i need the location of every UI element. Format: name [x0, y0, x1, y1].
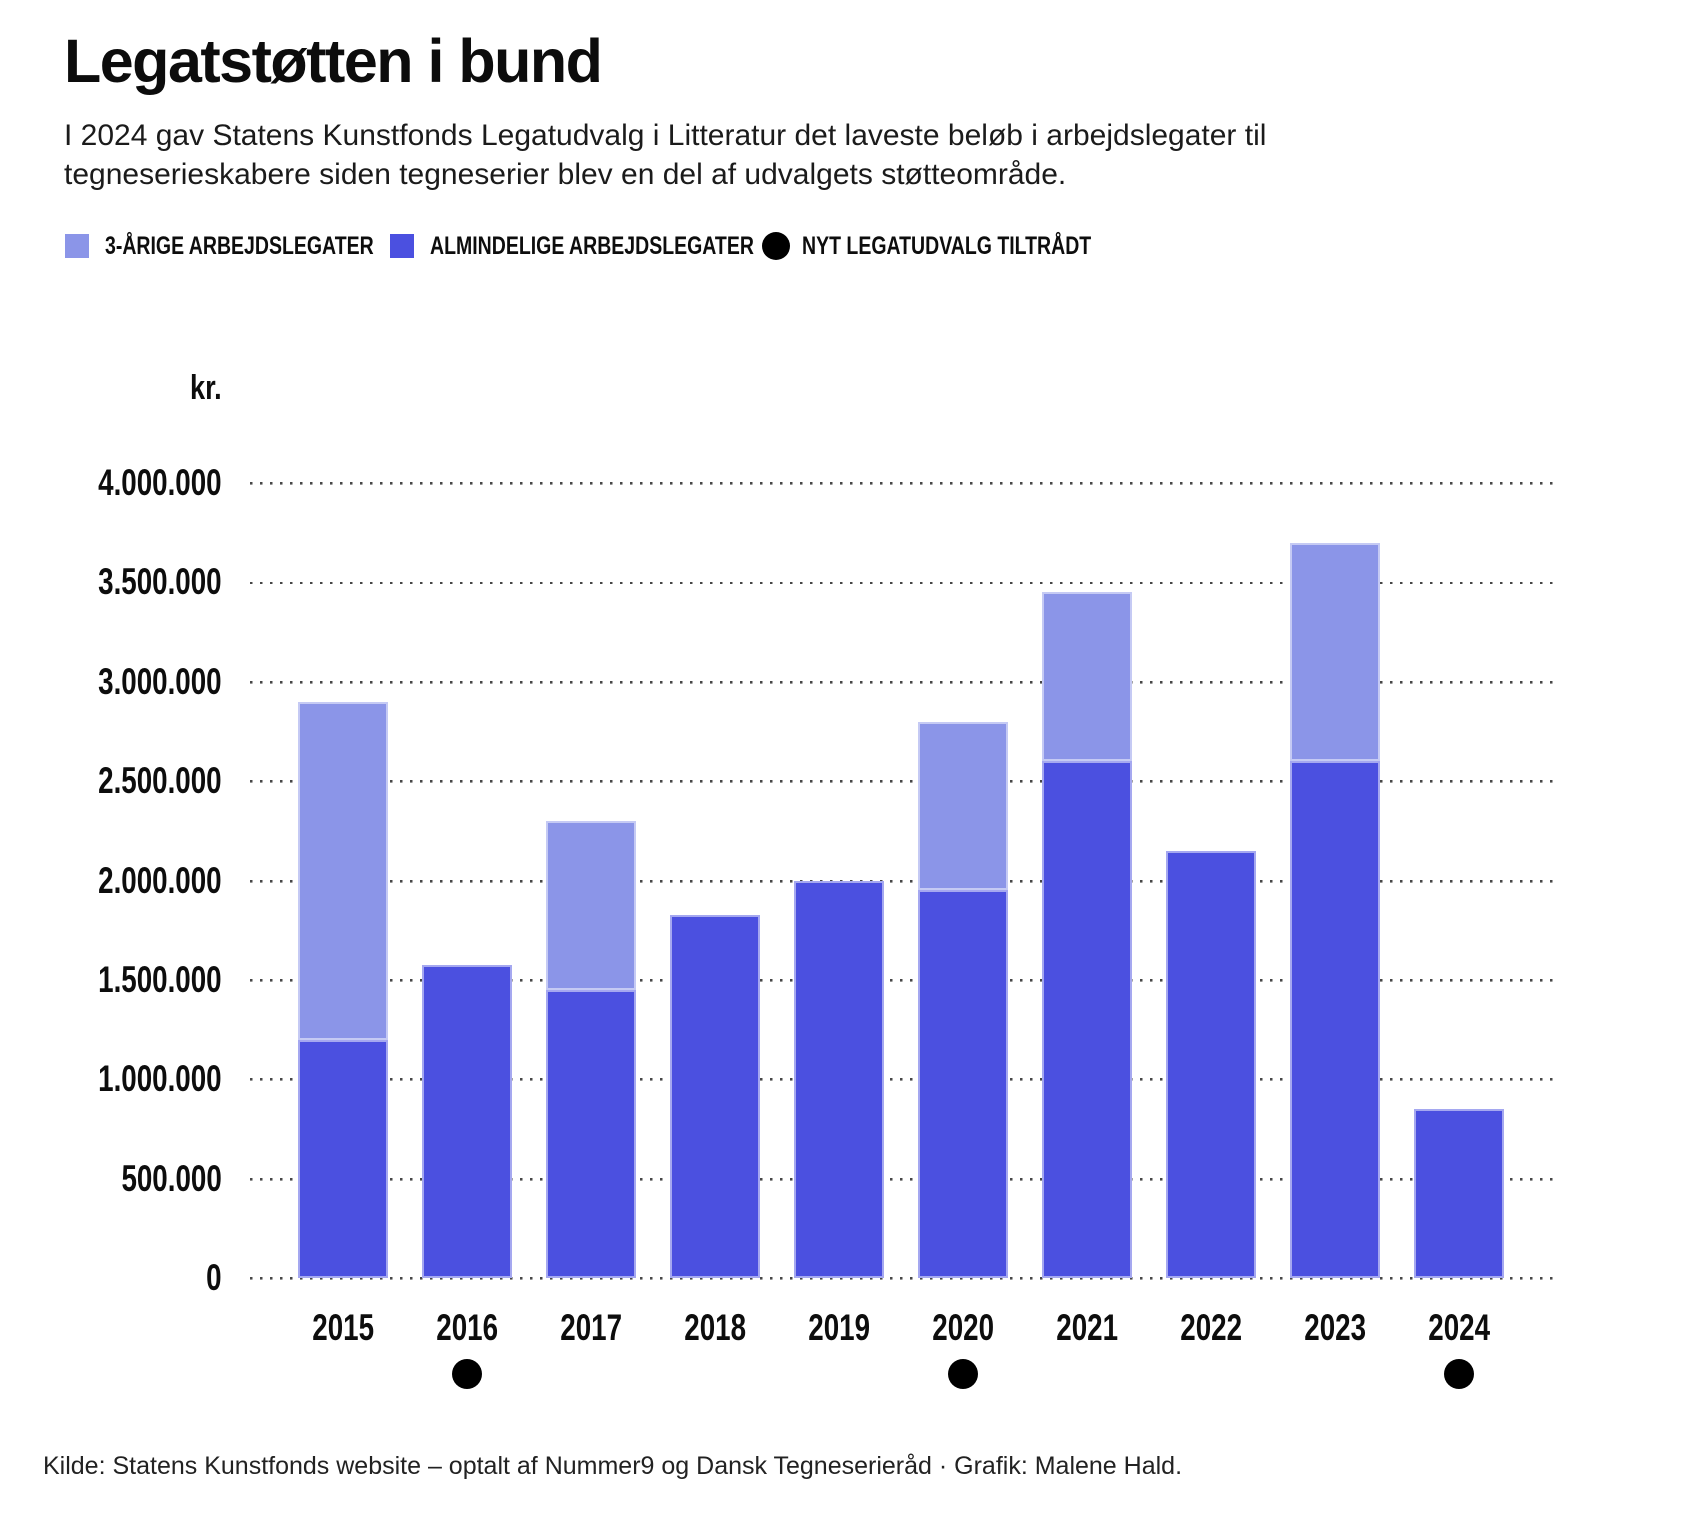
legend-label: ALMINDELIGE ARBEJDSLEGATER	[430, 232, 754, 260]
bar-segment-2022-bottom	[1166, 850, 1256, 1278]
gridline	[250, 680, 1560, 684]
gridline	[250, 581, 1560, 585]
y-tick-label: 0	[206, 1257, 222, 1298]
x-tick-label: 2017	[560, 1307, 622, 1348]
x-tick-label: 2020	[932, 1307, 994, 1348]
x-tick-label: 2015	[312, 1307, 374, 1348]
y-tick-label: 500.000	[121, 1157, 222, 1199]
y-tick-label: 3.000.000	[98, 660, 222, 702]
y-tick-label: 2.000.000	[98, 859, 222, 901]
y-tick-label: 1.000.000	[98, 1058, 222, 1100]
bar-segment-2021-top	[1042, 592, 1132, 762]
bar-segment-2015-bottom	[298, 1039, 388, 1278]
bar-segment-2017-bottom	[546, 989, 636, 1278]
bar-segment-2017-top	[546, 820, 636, 990]
legend-label: NYT LEGATUDVALG TILTRÅDT	[802, 232, 1092, 260]
bar-segment-2016-bottom	[422, 964, 512, 1278]
legend-dot-icon	[762, 232, 790, 260]
y-axis-unit-label: kr.	[190, 369, 222, 407]
bar-segment-2024-bottom	[1414, 1109, 1504, 1278]
subtitle: I 2024 gav Statens Kunstfonds Legatudval…	[64, 119, 1267, 191]
x-tick-label: 2019	[808, 1307, 870, 1348]
gridline	[250, 1277, 1560, 1280]
gridline	[250, 780, 1560, 784]
x-tick-label: 2024	[1428, 1307, 1490, 1348]
legend-swatch-icon	[390, 234, 414, 258]
x-tick-label: 2018	[684, 1307, 746, 1348]
gridline	[250, 879, 1560, 883]
page-title: Legatstøtten i bund	[64, 27, 603, 95]
bar-segment-2023-bottom	[1290, 761, 1380, 1278]
event-marker-dot-2020	[948, 1359, 978, 1389]
x-tick-label: 2023	[1304, 1307, 1366, 1348]
gridline	[250, 978, 1560, 982]
x-tick-label: 2022	[1180, 1307, 1242, 1348]
bar-segment-2020-top	[918, 721, 1008, 891]
bar-segment-2019-bottom	[794, 880, 884, 1278]
y-tick-label: 2.500.000	[98, 760, 222, 802]
event-marker-dot-2024	[1444, 1359, 1474, 1389]
gridline	[250, 1078, 1560, 1082]
x-tick-label: 2021	[1056, 1307, 1118, 1348]
y-tick-label: 4.000.000	[98, 462, 222, 503]
legend-swatch-icon	[65, 234, 89, 258]
source-note: Kilde: Statens Kunstfonds website – opta…	[43, 1452, 1183, 1480]
y-tick-label: 1.500.000	[98, 958, 222, 1000]
gridline	[250, 1177, 1560, 1181]
bar-segment-2020-bottom	[918, 890, 1008, 1278]
x-tick-label: 2016	[436, 1307, 498, 1348]
bar-segment-2015-top	[298, 701, 388, 1040]
y-tick-label: 3.500.000	[98, 561, 222, 603]
gridline	[250, 482, 1560, 485]
legend-label: 3-ÅRIGE ARBEJDSLEGATER	[105, 232, 374, 260]
bar-segment-2023-top	[1290, 542, 1380, 762]
bar-segment-2018-bottom	[670, 915, 760, 1278]
event-marker-dot-2016	[452, 1359, 482, 1389]
bar-segment-2021-bottom	[1042, 761, 1132, 1278]
